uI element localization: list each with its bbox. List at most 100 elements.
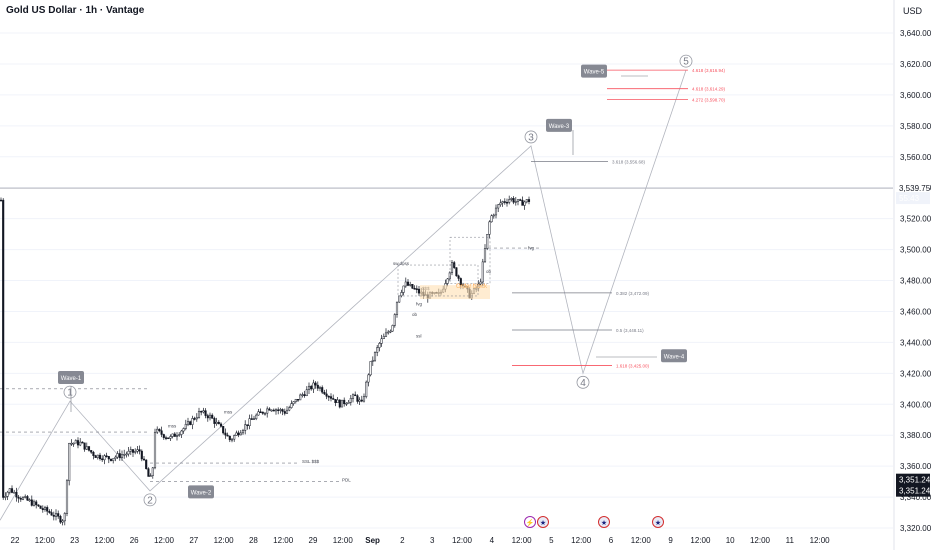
candle-body <box>347 402 350 404</box>
candle-countdown-box <box>896 192 930 205</box>
candle-body <box>268 408 271 411</box>
candle-body <box>510 198 513 200</box>
candle-body <box>160 430 163 435</box>
time-tick-label: 27 <box>189 536 198 545</box>
candle-body <box>241 430 245 434</box>
candle-body <box>219 423 223 427</box>
candle-body <box>413 288 416 290</box>
candle-body <box>6 491 9 497</box>
candle-body <box>327 396 330 398</box>
candle-body <box>294 399 297 402</box>
candle-body <box>98 454 102 459</box>
candle-body <box>488 221 491 235</box>
candle-body <box>19 498 22 500</box>
us-flag-icon[interactable]: ★ <box>652 516 664 528</box>
candle-body <box>41 508 44 510</box>
candle-body <box>369 361 372 376</box>
candle-body <box>523 201 526 206</box>
candle-body <box>354 394 357 397</box>
candle-body <box>224 432 227 436</box>
candle-body <box>217 421 220 425</box>
candle-body <box>373 352 377 361</box>
candle-body <box>457 275 460 279</box>
candle-body <box>65 480 69 514</box>
smc-annotation-label: mss <box>168 423 177 428</box>
candle-body <box>162 434 165 438</box>
candle-body <box>180 430 183 435</box>
candle-body <box>387 331 390 334</box>
candle-body <box>101 458 104 461</box>
candle-body <box>61 520 64 523</box>
candle-body <box>503 201 506 203</box>
candle-body <box>151 467 154 476</box>
candle-body <box>334 399 337 403</box>
candle-body <box>270 409 273 412</box>
price-axis: 3,320.00 3,340.00 3,360.00 3,380.00 3,400.00… <box>893 0 932 550</box>
candle-body <box>28 499 31 502</box>
price-tick-label: 3,500.00 <box>900 246 932 255</box>
candle-body <box>279 409 282 411</box>
symbol-title[interactable]: Gold US Dollar · 1h · Vantage <box>6 5 145 16</box>
fib-level-label: 4.618 (3,616.94) <box>692 68 726 73</box>
time-tick-label: 6 <box>609 536 614 545</box>
candle-body <box>237 432 240 436</box>
price-tick-label: 3,460.00 <box>900 307 932 316</box>
candle-body <box>191 418 194 425</box>
svg-text:★: ★ <box>540 519 546 527</box>
candle-body <box>527 199 531 202</box>
price-tick-label: 3,600.00 <box>900 91 932 100</box>
candle-body <box>30 499 33 506</box>
low-price-badge-box <box>896 473 930 486</box>
smc-annotation-label: fvg <box>528 246 535 251</box>
price-tick-label: 3,620.00 <box>900 60 932 69</box>
candle-body <box>340 399 344 408</box>
current-price-badge: 3,539.75 <box>899 184 931 193</box>
candle-body <box>136 449 139 452</box>
svg-text:★: ★ <box>601 519 607 527</box>
wave-tag-label: Wave-3 <box>549 124 570 130</box>
candle-body <box>145 459 148 469</box>
candle-body <box>376 347 379 353</box>
candle-body <box>250 418 253 420</box>
candle-body <box>59 516 62 523</box>
candle-body <box>4 496 7 498</box>
smc-annotation-label: mss <box>224 410 233 415</box>
wave-count-label: 2 <box>147 495 153 506</box>
smc-annotation-label: fvg <box>416 301 423 306</box>
us-flag-icon[interactable]: ★ <box>598 516 610 528</box>
candle-body <box>48 511 51 513</box>
candle-body <box>455 267 458 277</box>
candle-body <box>230 438 234 441</box>
candle-body <box>358 399 361 402</box>
candle-body <box>514 201 517 203</box>
candle-body <box>127 450 130 455</box>
candle-body <box>164 437 168 439</box>
svg-text:★: ★ <box>655 519 661 527</box>
candle-body <box>283 411 286 414</box>
candle-body <box>206 415 209 419</box>
wave-path <box>0 69 687 521</box>
smc-annotation-label: sw.doss <box>393 261 410 266</box>
fvg-box <box>449 236 491 284</box>
candle-body <box>343 399 346 405</box>
fib-level-label: 0.5 (3,448.11) <box>616 328 644 333</box>
candle-body <box>321 387 324 393</box>
candle-body <box>351 394 355 399</box>
candle-body <box>272 409 275 412</box>
candle-body <box>92 451 95 456</box>
candle-body <box>483 248 487 263</box>
time-tick-label: 12:00 <box>810 536 831 545</box>
candle-body <box>140 450 143 460</box>
time-tick-label: 12:00 <box>333 536 354 545</box>
lightning-icon[interactable]: ⚡ <box>524 516 536 528</box>
candle-body <box>173 433 176 437</box>
price-tick-label: 3,400.00 <box>900 400 932 409</box>
currency-label[interactable]: USD <box>903 6 923 16</box>
candle-body <box>85 446 88 450</box>
wave-tag-label: Wave-1 <box>61 376 82 382</box>
wave-tag-box <box>546 118 572 132</box>
candle-body <box>158 428 161 432</box>
us-flag-icon[interactable]: ★ <box>537 516 549 528</box>
candle-body <box>316 384 319 389</box>
